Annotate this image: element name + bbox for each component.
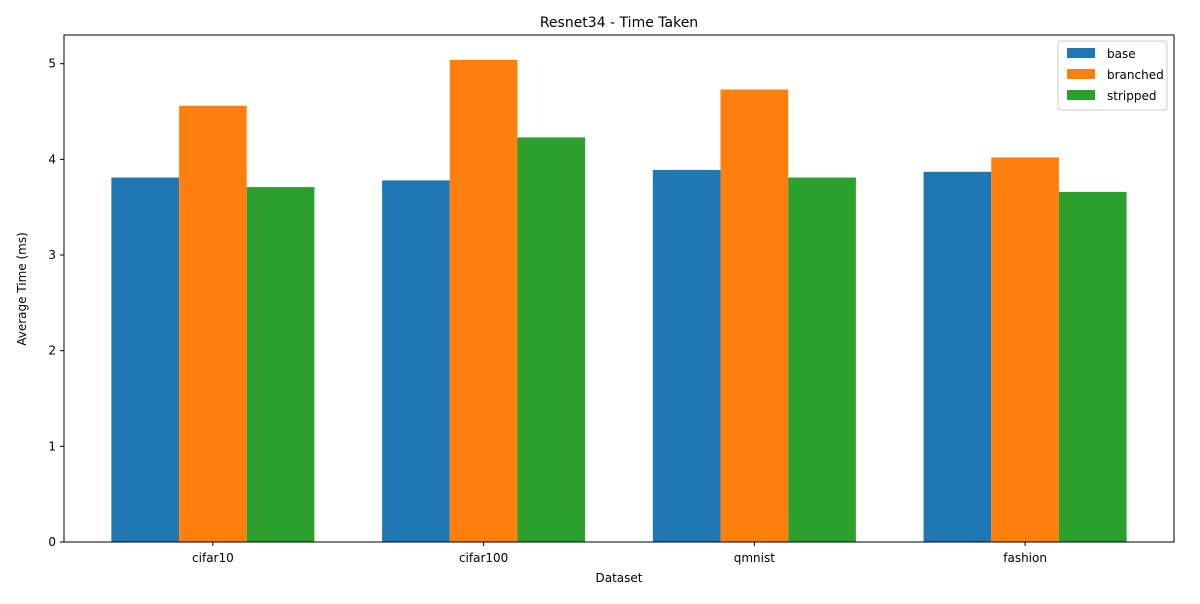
bar-branched-cifar10	[179, 105, 247, 542]
bar-branched-cifar100	[449, 59, 518, 542]
bar-base-cifar10	[111, 177, 180, 542]
y-tick-label: 5	[48, 57, 56, 71]
bar-branched-fashion	[991, 157, 1059, 542]
x-tick-label-qmnist: qmnist	[734, 551, 775, 565]
y-tick-label: 0	[48, 535, 56, 549]
x-axis-label: Dataset	[596, 571, 643, 585]
bar-stripped-cifar100	[517, 137, 586, 542]
bar-stripped-qmnist	[788, 177, 856, 542]
y-tick-label: 1	[48, 439, 56, 453]
axes-group: 0 1 2 3 4 5 cifar10 cifar100 qmnist fashion	[48, 34, 1175, 565]
y-tick-label: 2	[48, 344, 56, 358]
legend-label-branched: branched	[1107, 68, 1164, 82]
y-tick-label: 3	[48, 248, 56, 262]
bar-base-qmnist	[652, 169, 721, 542]
legend: base branched stripped	[1057, 40, 1168, 111]
bar-branched-qmnist	[720, 89, 789, 542]
plot-frame	[63, 34, 1175, 543]
legend-swatch-stripped	[1067, 90, 1095, 100]
bars-group	[111, 59, 1127, 542]
x-tick-label-cifar10: cifar10	[192, 551, 234, 565]
bar-base-cifar100	[382, 180, 450, 542]
legend-label-base: base	[1107, 47, 1136, 61]
legend-label-stripped: stripped	[1107, 89, 1156, 103]
y-tick-label: 4	[48, 152, 56, 166]
bar-base-fashion	[923, 171, 992, 542]
bar-stripped-cifar10	[246, 187, 315, 542]
legend-swatch-branched	[1067, 69, 1095, 79]
y-axis-label: Average Time (ms)	[15, 232, 29, 346]
legend-swatch-base	[1067, 48, 1095, 58]
x-tick-label-cifar100: cifar100	[459, 551, 508, 565]
chart-title: Resnet34 - Time Taken	[540, 15, 698, 31]
bar-stripped-fashion	[1058, 191, 1127, 542]
x-tick-label-fashion: fashion	[1003, 551, 1047, 565]
